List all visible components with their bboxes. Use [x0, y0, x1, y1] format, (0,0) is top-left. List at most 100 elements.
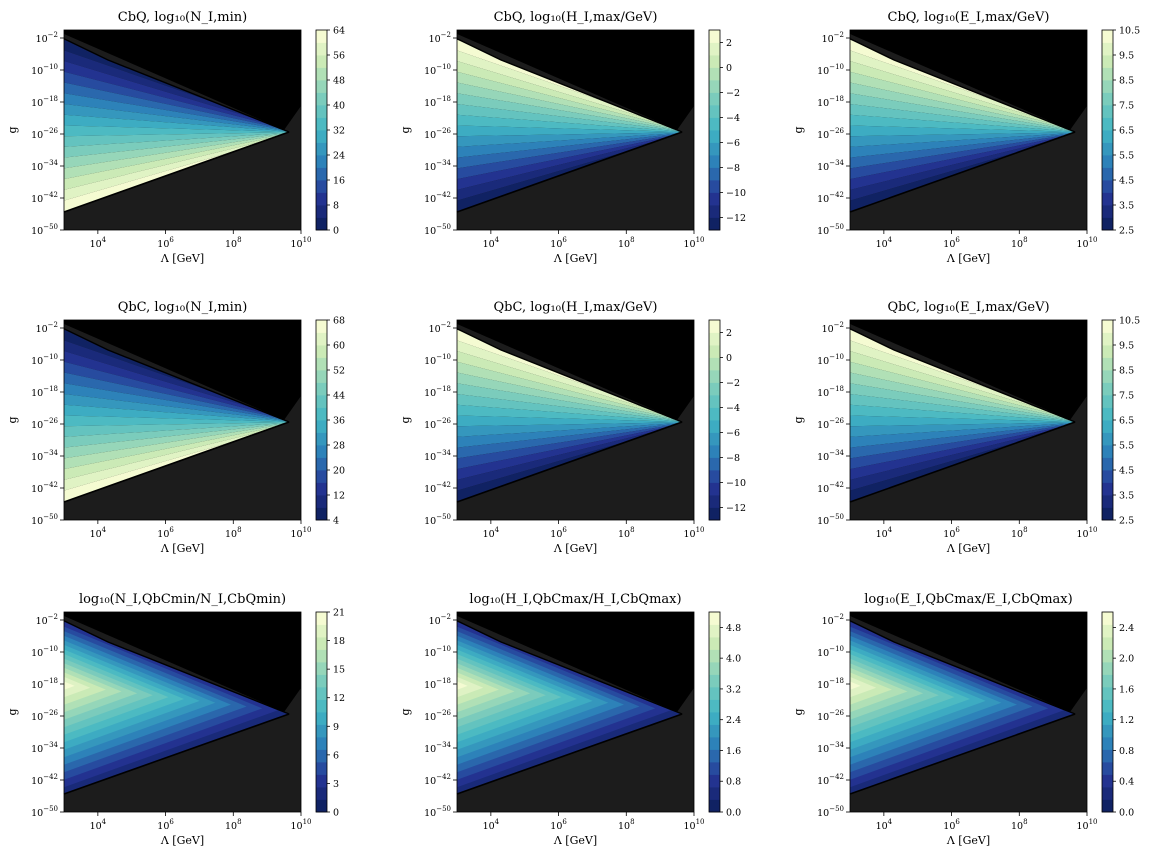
colorbar-tick-label: 4.0: [726, 654, 741, 665]
colorbar-segment: [1102, 180, 1113, 193]
colorbar-tick-label: 48: [333, 76, 345, 87]
colorbar-segment: [316, 130, 327, 143]
upper-boundary-line: [456, 328, 683, 423]
contour-band: [64, 674, 91, 699]
colorbar: −12 −10 −8 −6 −4 −2 0 2: [708, 319, 746, 521]
plot-frame: [456, 611, 695, 813]
colorbar-segment: [1102, 142, 1113, 156]
colorbar-segment: [709, 624, 720, 638]
x-axis-label: Λ [GeV]: [553, 834, 597, 847]
colorbar-segment: [709, 470, 720, 483]
colorbar-segment: [316, 42, 327, 56]
colorbar-segment: [316, 357, 327, 371]
contour-band: [850, 423, 1076, 470]
x-tick-label: 108: [618, 236, 635, 250]
contour-band: [457, 92, 683, 132]
lower-boundary-line: [456, 131, 683, 213]
colorbar-segment: [709, 774, 720, 788]
colorbar: 0.0 0.8 1.6 2.4 3.2 4.0 4.8: [708, 611, 741, 819]
colorbar-tick-label: −8: [726, 163, 740, 174]
colorbar-segment: [709, 637, 720, 650]
colorbar-segment: [316, 395, 327, 408]
colorbar-segment: [1102, 205, 1113, 218]
colorbar-segment: [316, 320, 327, 333]
y-tick-label: 10−10: [817, 63, 844, 77]
colorbar-tick-label: 20: [333, 466, 345, 477]
contour-band: [64, 103, 290, 132]
y-tick-label: 10−42: [817, 773, 844, 787]
contour-bands: [64, 328, 290, 502]
colorbar-segment: [1102, 774, 1113, 788]
panel-3: CbQ, log₁₀(E_I,max/GeV) 104 106 108 1010 10−2…: [792, 10, 1140, 265]
y-tick-label: 10−2: [429, 613, 451, 627]
x-tick-label: 106: [943, 526, 960, 540]
colorbar-segment: [1102, 495, 1113, 508]
colorbar-segment: [1102, 357, 1113, 371]
contour-band: [457, 125, 683, 137]
colorbar-tick-label: 1.6: [1119, 684, 1134, 695]
contour-band: [457, 372, 683, 422]
lower-boundary-line: [849, 421, 1076, 503]
x-axis-label: Λ [GeV]: [160, 542, 204, 555]
excluded-region: [850, 320, 1087, 420]
excluded-region: [457, 320, 694, 420]
colorbar-segment: [316, 105, 327, 118]
upper-boundary-line: [849, 620, 1076, 715]
colorbar-segment: [1102, 724, 1113, 738]
colorbar-frame: [708, 611, 721, 813]
y-tick-label: 10−10: [424, 353, 451, 367]
y-tick-label: 10−26: [31, 709, 58, 723]
colorbar-tick-label: 10.5: [1119, 316, 1140, 327]
x-axis-label: Λ [GeV]: [553, 252, 597, 265]
colorbar-tick-label: 64: [333, 26, 345, 37]
colorbar-tick-label: 7.5: [1119, 391, 1134, 402]
colorbar-segment: [1102, 737, 1113, 750]
lower-boundary-line: [849, 131, 1076, 213]
contour-band: [457, 361, 683, 421]
colorbar-segment: [316, 142, 327, 156]
colorbar-segment: [709, 167, 720, 181]
y-tick-label: 10−42: [424, 191, 451, 205]
x-tick-label: 104: [483, 526, 500, 540]
colorbar-tick-label: 2.5: [1119, 226, 1134, 237]
colorbar-segment: [316, 155, 327, 168]
y-tick-label: 10−50: [31, 223, 58, 237]
colorbar-segment: [709, 155, 720, 168]
contour-band: [64, 372, 290, 422]
colorbar-segment: [709, 507, 720, 521]
plot-frame: [63, 611, 302, 813]
colorbar-segment: [1102, 192, 1113, 206]
colorbar-tick-label: −10: [726, 478, 746, 489]
colorbar-tick-label: 21: [333, 608, 345, 619]
y-tick-label: 10−50: [817, 513, 844, 527]
x-tick-label: 108: [225, 526, 242, 540]
colorbar-segment: [1102, 762, 1113, 775]
contour-band: [850, 382, 1076, 422]
colorbar-segment: [316, 712, 327, 725]
colorbar-tick-label: 0.8: [726, 777, 741, 788]
contour-band: [850, 114, 1076, 132]
excluded-region: [457, 30, 694, 130]
excluded-region: [64, 320, 301, 420]
upper-boundary-line: [849, 328, 1076, 423]
colorbar-tick-label: 0: [726, 353, 732, 364]
colorbar-tick-label: 4.5: [1119, 466, 1134, 477]
y-tick-label: 10−50: [817, 223, 844, 237]
contour-band: [850, 393, 1076, 422]
panel-5: QbC, log₁₀(H_I,max/GeV) 104 106 108 1010 10−2…: [399, 300, 746, 555]
y-tick-label: 10−50: [31, 805, 58, 819]
x-tick-label: 108: [1011, 236, 1028, 250]
lower-boundary-line: [456, 713, 683, 795]
y-tick-label: 10−10: [424, 63, 451, 77]
excluded-region: [64, 30, 301, 130]
y-tick-label: 10−10: [31, 353, 58, 367]
colorbar-tick-label: 3.5: [1119, 201, 1134, 212]
contour-band: [64, 422, 290, 448]
colorbar-segment: [1102, 787, 1113, 800]
colorbar-segment: [316, 332, 327, 346]
y-tick-label: 10−18: [817, 95, 844, 109]
contour-band: [850, 422, 1076, 459]
colorbar-segment: [709, 142, 720, 156]
colorbar-segment: [1102, 155, 1113, 168]
colorbar-segment: [316, 180, 327, 193]
